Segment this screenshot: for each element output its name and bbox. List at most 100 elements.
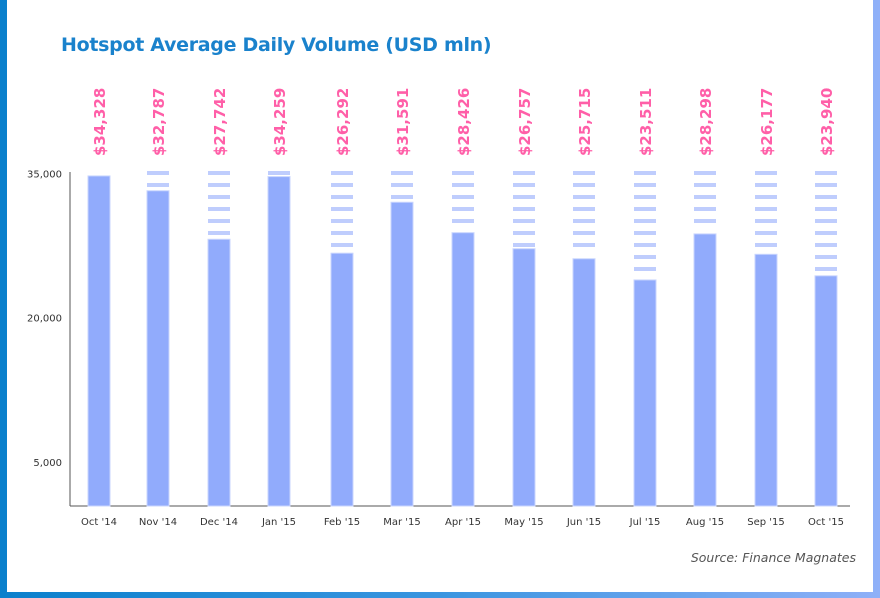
bar-background-stripe [573, 195, 595, 199]
bar [146, 190, 170, 507]
x-tick-label: Aug '15 [686, 517, 724, 528]
x-tick-label: Apr '15 [445, 517, 481, 528]
bar-background-stripe [268, 171, 290, 175]
bar-background-stripe [815, 195, 837, 199]
bar-background-stripe [513, 219, 535, 223]
bar-background-stripe [452, 207, 474, 211]
bar-background-stripe [573, 171, 595, 175]
bar-background-stripe [452, 195, 474, 199]
bar-background-stripe [694, 219, 716, 223]
bar-background-stripe [331, 219, 353, 223]
data-label: $28,298 [697, 88, 715, 156]
bar-background-stripe [634, 219, 656, 223]
x-tick-label: Sep '15 [747, 517, 785, 528]
data-label: $27,742 [211, 88, 229, 156]
bar-background-stripe [694, 171, 716, 175]
data-label: $23,511 [637, 88, 655, 156]
x-tick-label: Mar '15 [383, 517, 421, 528]
bar [512, 248, 536, 507]
bar-background-stripe [634, 231, 656, 235]
x-tick-label: Nov '14 [139, 517, 177, 528]
data-label: $25,715 [576, 88, 594, 156]
bar-background-stripe [694, 207, 716, 211]
bar-background-stripe [755, 171, 777, 175]
bar-background-stripe [755, 231, 777, 235]
bar-background-stripe [208, 219, 230, 223]
bar-background-stripe [573, 183, 595, 187]
bar-background-stripe [815, 267, 837, 271]
bar-background-stripe [815, 231, 837, 235]
bar [390, 201, 414, 507]
bar-background-stripe [634, 195, 656, 199]
x-tick-label: Oct '15 [808, 517, 844, 528]
bar-background-stripe [815, 255, 837, 259]
bar-background-stripe [634, 207, 656, 211]
bar-background-stripe [634, 243, 656, 247]
bar-background-stripe [755, 219, 777, 223]
bar-background-stripe [815, 183, 837, 187]
bar-background-stripe [694, 183, 716, 187]
bar-background-stripe [755, 195, 777, 199]
bar-background-stripe [573, 231, 595, 235]
x-tick-label: Jan '15 [261, 517, 296, 528]
bar-background-stripe [391, 195, 413, 199]
bar-background-stripe [147, 171, 169, 175]
bar-background-stripe [452, 219, 474, 223]
bar [693, 233, 717, 507]
bar-background-stripe [147, 183, 169, 187]
data-label: $23,940 [818, 88, 836, 156]
data-label: $26,177 [758, 88, 776, 156]
bar-background-stripe [815, 219, 837, 223]
bar [451, 232, 475, 507]
bar-background-stripe [755, 207, 777, 211]
bar-background-stripe [391, 183, 413, 187]
y-tick-label: 5,000 [33, 458, 62, 469]
bar-background-stripe [573, 219, 595, 223]
bar-background-stripe [755, 243, 777, 247]
x-tick-label: Jul '15 [629, 517, 661, 528]
bar-background-stripe [815, 243, 837, 247]
bar [87, 175, 111, 507]
bar [814, 275, 838, 507]
data-label: $34,259 [271, 88, 289, 156]
bar-background-stripe [634, 255, 656, 259]
bar-background-stripe [208, 195, 230, 199]
bar-background-stripe [513, 183, 535, 187]
x-tick-label: Jun '15 [566, 517, 601, 528]
x-tick-label: Dec '14 [200, 517, 238, 528]
data-label: $26,292 [334, 88, 352, 156]
bar-background-stripe [815, 171, 837, 175]
bar-background-stripe [208, 231, 230, 235]
bar-background-stripe [634, 267, 656, 271]
bar-background-stripe [513, 243, 535, 247]
bar-background-stripe [694, 195, 716, 199]
bar [754, 253, 778, 507]
bar [572, 258, 596, 507]
data-label: $31,591 [394, 88, 412, 156]
bar [330, 252, 354, 507]
bar-background-stripe [452, 171, 474, 175]
data-label: $32,787 [150, 88, 168, 156]
bar-background-stripe [391, 171, 413, 175]
bar-background-stripe [755, 183, 777, 187]
bar-background-stripe [513, 207, 535, 211]
y-tick-label: 20,000 [27, 314, 62, 325]
bar-background-stripe [634, 171, 656, 175]
bar-background-stripe [208, 207, 230, 211]
bar-background-stripe [331, 195, 353, 199]
bar-background-stripe [573, 243, 595, 247]
bar-background-stripe [331, 231, 353, 235]
bar-background-stripe [513, 231, 535, 235]
x-tick-label: Oct '14 [81, 517, 117, 528]
bar-background-stripe [208, 171, 230, 175]
chart-title: Hotspot Average Daily Volume (USD mln) [61, 34, 492, 56]
data-label: $28,426 [455, 88, 473, 156]
bar [633, 279, 657, 507]
x-tick-label: May '15 [504, 517, 543, 528]
bar-background-stripe [634, 183, 656, 187]
y-tick-label: 35,000 [27, 169, 62, 180]
bar [267, 176, 291, 507]
data-label: $26,757 [516, 88, 534, 156]
bar-background-stripe [208, 183, 230, 187]
